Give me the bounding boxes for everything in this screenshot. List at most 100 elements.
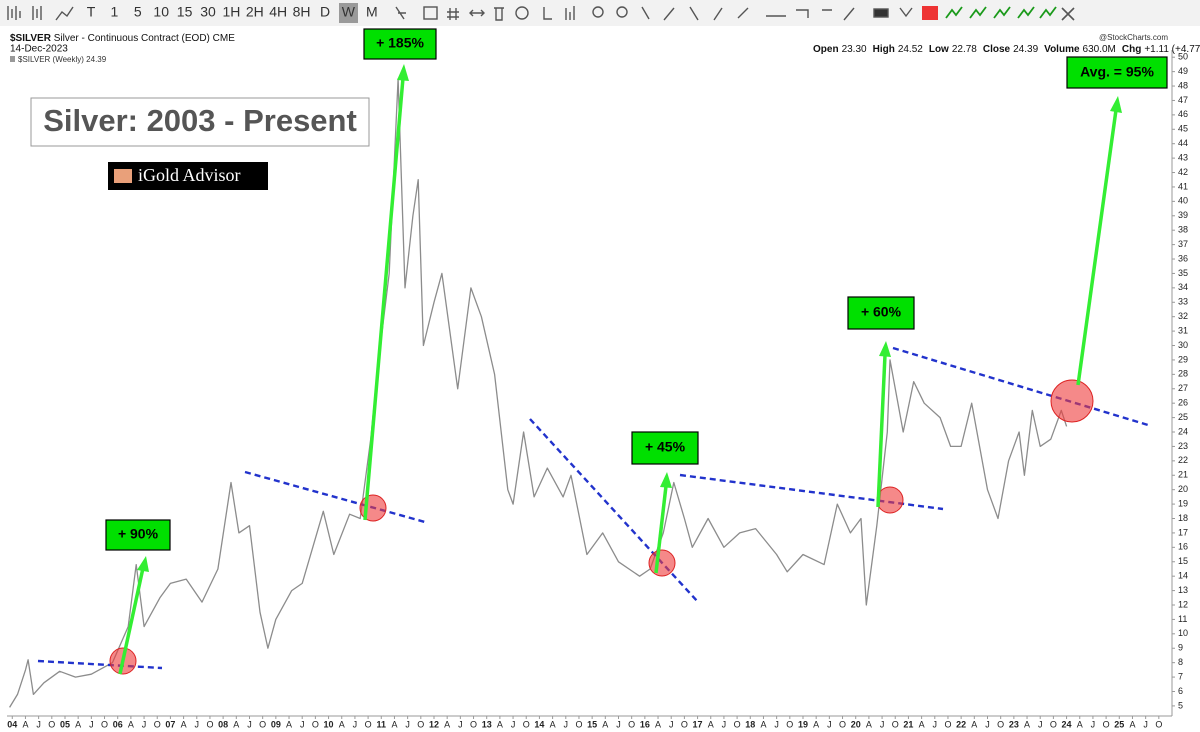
- annotation-box: [631, 431, 699, 465]
- x-tick-label: A: [128, 719, 134, 729]
- annotation-box: [105, 519, 171, 551]
- quote-value: 23.30: [842, 44, 867, 55]
- logo: iGold Advisor: [138, 165, 241, 185]
- period-button[interactable]: 10: [153, 4, 169, 20]
- x-tick-label: O: [944, 719, 951, 729]
- period-button[interactable]: 15: [177, 4, 193, 20]
- x-tick-label: O: [839, 719, 846, 729]
- x-tick-label: 22: [956, 719, 966, 729]
- trendline: [244, 470, 426, 524]
- y-tick-label: 40: [1178, 196, 1188, 206]
- arrow-head: [1110, 96, 1122, 113]
- x-tick-label: O: [417, 719, 424, 729]
- icon-studies: [945, 6, 1057, 19]
- y-tick-label: 38: [1178, 225, 1188, 235]
- quote-label: Volume: [1044, 44, 1080, 55]
- y-tick-label: 26: [1178, 398, 1188, 408]
- period-button[interactable]: 30: [200, 4, 216, 20]
- x-tick-label: A: [1024, 719, 1030, 729]
- y-tick-label: 15: [1178, 556, 1188, 566]
- y-tick-label: 17: [1178, 527, 1188, 537]
- arrow: [118, 567, 145, 675]
- plot: [9, 78, 1068, 708]
- y-tick-label: 23: [1178, 441, 1188, 451]
- x-tick-label: J: [458, 719, 463, 729]
- y-tick-label: 46: [1178, 109, 1188, 119]
- y-tick-label: 34: [1178, 282, 1188, 292]
- x-tick-label: 24: [1062, 719, 1072, 729]
- period-button[interactable]: 4H: [269, 4, 287, 20]
- y-tick-label: 24: [1178, 426, 1188, 436]
- icon-chart-red: [922, 6, 938, 20]
- x-tick-label: 08: [218, 719, 228, 729]
- y-tick-label: 33: [1178, 297, 1188, 307]
- y-tick-label: 16: [1178, 542, 1188, 552]
- x-tick-label: O: [628, 719, 635, 729]
- y-tick-label: 12: [1178, 599, 1188, 609]
- x-tick-label: J: [880, 719, 885, 729]
- y-tick-label: 19: [1178, 498, 1188, 508]
- icon-zoom-in: [592, 6, 604, 18]
- period-button[interactable]: T: [87, 4, 96, 20]
- x-tick-label: 17: [693, 719, 703, 729]
- period-button[interactable]: 5: [134, 4, 142, 20]
- x-tick-label: J: [722, 719, 727, 729]
- title-box: [30, 97, 370, 147]
- date: 14-Dec-2023: [10, 44, 68, 55]
- period-button[interactable]: M: [366, 4, 378, 20]
- icon-trash: [494, 7, 504, 21]
- x-tick-label: J: [36, 719, 41, 729]
- period-button[interactable]: 1: [111, 4, 119, 20]
- description: Silver - Continuous Contract (EOD): [54, 33, 210, 44]
- y-tick-label: 20: [1178, 484, 1188, 494]
- icon-volume: [565, 6, 575, 20]
- y-tick-label: 49: [1178, 66, 1188, 76]
- arrow: [654, 485, 668, 574]
- arrow: [363, 77, 405, 521]
- x-tick-label: 11: [377, 719, 387, 729]
- y-tick-label: 9: [1178, 643, 1183, 653]
- annotation-drawings: [37, 64, 1149, 675]
- icon-calendar: [423, 6, 438, 20]
- period-button[interactable]: 2H: [246, 4, 264, 20]
- icon-candles: [32, 6, 42, 20]
- icon-settings: [515, 6, 529, 20]
- period-button[interactable]: 1H: [222, 4, 240, 20]
- chart-title: Silver: 2003 - Present: [43, 103, 357, 138]
- x-tick-label: O: [997, 719, 1004, 729]
- x-tick-label: A: [919, 719, 925, 729]
- y-tick-label: 41: [1178, 181, 1188, 191]
- y-tick-label: 28: [1178, 369, 1188, 379]
- y-tick-label: 32: [1178, 311, 1188, 321]
- x-tick-label: J: [1091, 719, 1096, 729]
- x-tick-label: J: [669, 719, 674, 729]
- arrow-head: [397, 64, 409, 81]
- x-tick-label: A: [181, 719, 187, 729]
- quote-label: High: [873, 44, 895, 55]
- x-tick-label: O: [470, 719, 477, 729]
- annotation-box: [363, 28, 437, 60]
- arrow-head: [879, 341, 891, 357]
- x-tick-label: 21: [903, 719, 913, 729]
- icon-down: [899, 7, 913, 18]
- quote: Open 23.30 High 24.52 Low 22.78 Close 24.39 Volu…: [813, 44, 1200, 55]
- toolbar: [0, 0, 1200, 26]
- trendline: [37, 659, 163, 670]
- quote-value: 630.0M: [1083, 44, 1116, 55]
- period-button[interactable]: D: [320, 4, 330, 20]
- legend-swatch: [10, 56, 15, 62]
- x-tick-label: O: [1050, 719, 1057, 729]
- breakout-circle: [1050, 379, 1094, 423]
- x-tick-label: A: [708, 719, 714, 729]
- arrow-head: [137, 556, 149, 572]
- annotation-box: [847, 296, 915, 330]
- watermark: @StockCharts.com: [1099, 33, 1168, 42]
- x-tick-label: O: [892, 719, 899, 729]
- period-button[interactable]: W: [342, 4, 356, 20]
- x-tick-label: 18: [745, 719, 755, 729]
- y-tick-label: 43: [1178, 152, 1188, 162]
- period-button[interactable]: 8H: [293, 4, 311, 20]
- x-tick-label: A: [550, 719, 556, 729]
- x-tick-label: A: [971, 719, 977, 729]
